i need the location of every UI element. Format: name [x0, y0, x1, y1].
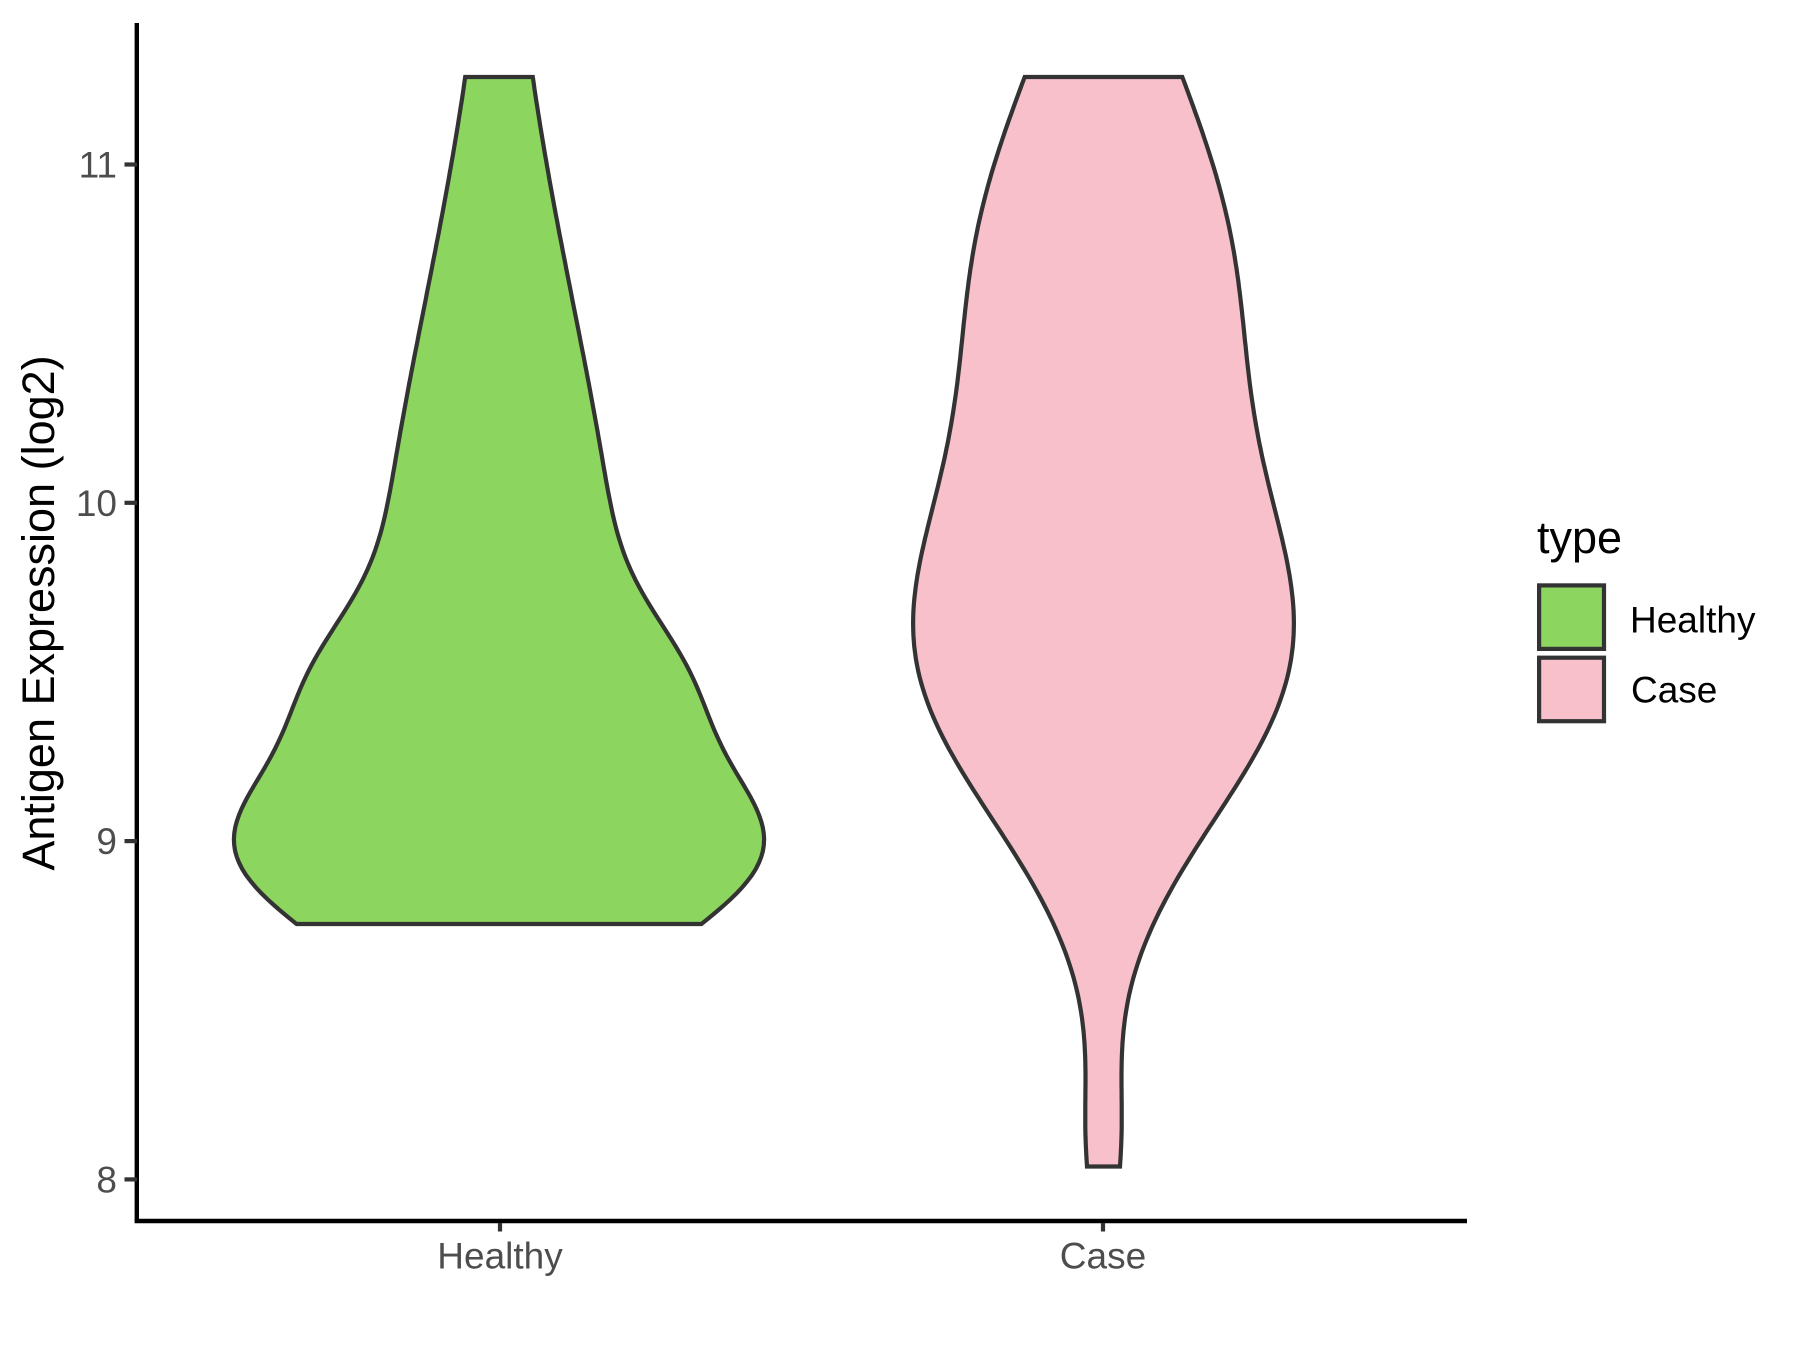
- svg-text:Case: Case: [1060, 1236, 1146, 1277]
- svg-text:11: 11: [79, 145, 117, 186]
- svg-text:8: 8: [96, 1159, 117, 1200]
- svg-text:10: 10: [76, 483, 117, 524]
- svg-text:Case: Case: [1631, 669, 1717, 710]
- svg-text:Healthy: Healthy: [1630, 600, 1756, 641]
- svg-text:9: 9: [96, 821, 117, 862]
- svg-text:Antigen Expression (log2): Antigen Expression (log2): [13, 355, 64, 870]
- svg-text:Healthy: Healthy: [437, 1236, 563, 1277]
- svg-text:type: type: [1537, 512, 1622, 563]
